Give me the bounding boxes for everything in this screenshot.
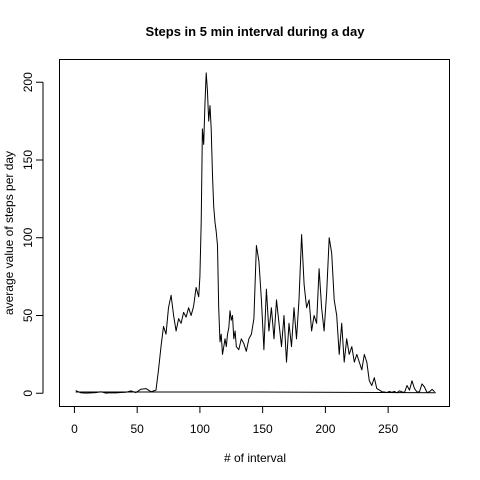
y-tick-label: 150	[21, 150, 35, 170]
y-tick-label: 100	[21, 227, 35, 247]
x-axis: 0 50 100 150 200 250	[71, 406, 398, 436]
series-line-2	[75, 391, 436, 394]
x-tick-label: 150	[253, 422, 273, 436]
x-axis-label: # of interval	[224, 451, 286, 465]
y-tick-label: 0	[21, 390, 35, 397]
x-tick-label: 0	[71, 422, 78, 436]
x-tick-label: 250	[378, 422, 398, 436]
x-tick-label: 200	[315, 422, 335, 436]
chart-title: Steps in 5 min interval during a day	[146, 24, 366, 39]
plot-frame	[59, 59, 450, 407]
y-axis: 0 50 100 150 200	[21, 72, 44, 397]
series-line-1	[75, 72, 435, 394]
y-tick-label: 50	[21, 309, 35, 323]
series-layer	[75, 72, 436, 394]
y-tick-label: 200	[21, 72, 35, 92]
x-tick-label: 50	[130, 422, 144, 436]
y-axis-label: average value of steps per day	[2, 151, 16, 315]
x-tick-label: 100	[190, 422, 210, 436]
